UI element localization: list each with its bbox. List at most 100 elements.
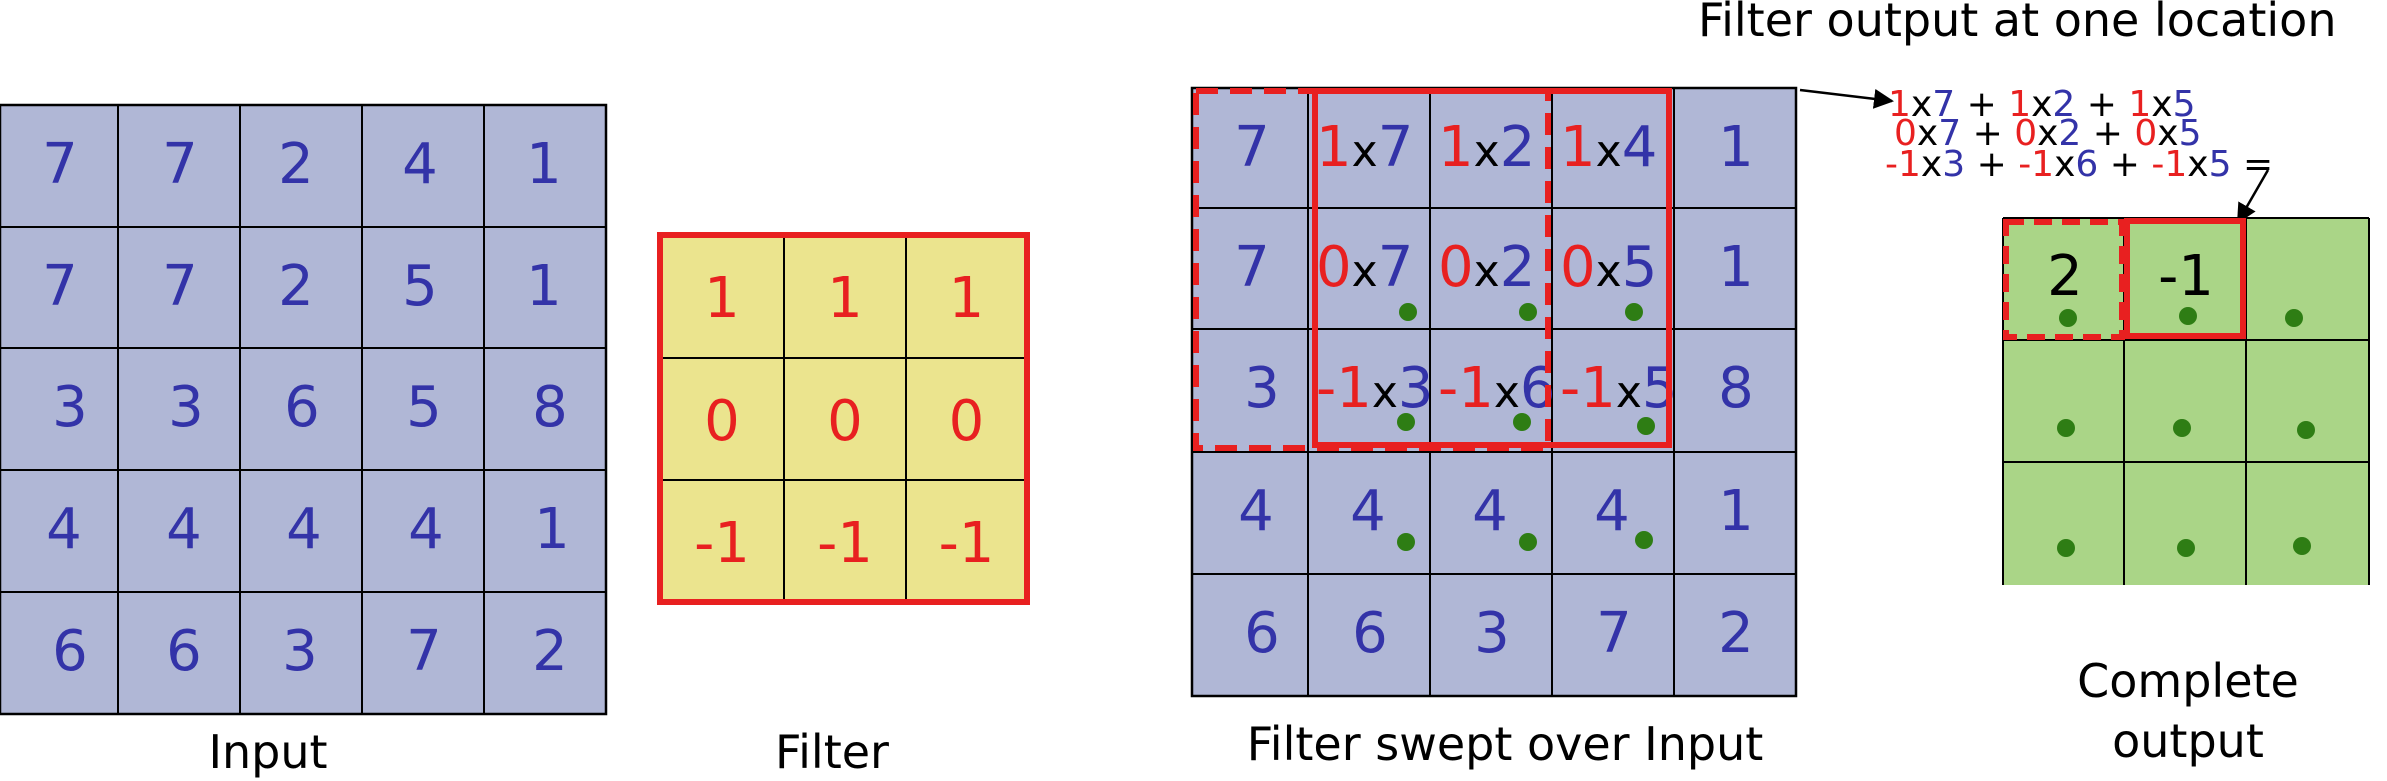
equation-value: 5 — [2173, 84, 2196, 125]
swept-cell-value: 6 — [1244, 601, 1280, 666]
output-grid-background — [2003, 218, 2369, 585]
input-cell-value: 6 — [284, 375, 320, 440]
output-centre-dot — [2059, 309, 2077, 327]
swept-product-cell: 1x4 — [1560, 115, 1657, 180]
equation-operator: + — [1965, 144, 2018, 185]
product-value: 4 — [1622, 115, 1658, 180]
product-weight: 1 — [1316, 115, 1352, 180]
equation-weight: 1 — [2008, 84, 2031, 125]
window-centre-dot — [1637, 417, 1655, 435]
input-cell-value: 4 — [408, 497, 444, 562]
equation-weight: -1 — [2151, 144, 2187, 185]
output-location-caption: Filter output at one location — [1698, 0, 2336, 47]
equation-operator: + — [2081, 113, 2134, 154]
filter-cell-value: 1 — [949, 266, 985, 331]
multiply-sign: x — [1474, 246, 1500, 297]
window-centre-dot — [1625, 303, 1643, 321]
input-cell-value: 1 — [534, 497, 570, 562]
window-centre-dot — [1397, 413, 1415, 431]
product-weight: -1 — [1316, 356, 1372, 421]
swept-cell-value: 7 — [1234, 235, 1270, 300]
equation-weight: -1 — [2018, 144, 2054, 185]
input-cell-value: 2 — [278, 132, 314, 197]
input-cell-value: 7 — [42, 254, 78, 319]
input-cell-value: 3 — [282, 619, 318, 684]
equation-value: 3 — [1942, 144, 1965, 185]
multiply-sign: x — [1474, 126, 1500, 177]
input-caption: Input — [208, 725, 327, 779]
equation-operator: + — [1955, 84, 2008, 125]
product-weight: 1 — [1438, 115, 1474, 180]
swept-cell-value: 2 — [1718, 601, 1754, 666]
equation-operator: + — [1961, 113, 2014, 154]
equation-row: 0x7 + 0x2 + 0x5 — [1894, 113, 2202, 154]
window-centre-dot — [1513, 413, 1531, 431]
swept-cell-value: 3 — [1244, 356, 1280, 421]
equation-multiply: x — [2054, 144, 2075, 185]
equation-row: 1x7 + 1x2 + 1x5 — [1888, 84, 2196, 125]
swept-cell-value: 3 — [1474, 601, 1510, 666]
swept-cell-value: 6 — [1352, 601, 1388, 666]
swept-cell-value: 1 — [1718, 115, 1754, 180]
swept-product-cell: 1x7 — [1316, 115, 1413, 180]
filter-cell-value: 1 — [827, 266, 863, 331]
arrow-to-output — [2236, 169, 2270, 224]
equation-operator: = — [2232, 144, 2274, 185]
equation-weight: -1 — [1885, 144, 1921, 185]
swept-grid: 7 1x7 1x2 1x4 17 0x7 0x2 0x5 13 -1x3 -1x6 -1x5 84 4 4 4… — [1190, 86, 1798, 698]
swept-cell-value: 4 — [1350, 479, 1386, 544]
output-centre-dot — [2057, 539, 2075, 557]
window-centre-dot — [1519, 533, 1537, 551]
product-weight: 0 — [1438, 235, 1474, 300]
output-cell-value: -1 — [2158, 244, 2214, 309]
equation-operator: + — [2098, 144, 2151, 185]
swept-product-cell: 1x2 — [1438, 115, 1535, 180]
product-value: 7 — [1378, 115, 1414, 180]
filter-cell-value: 0 — [827, 389, 863, 454]
filter-cell-value: -1 — [817, 511, 873, 576]
swept-cell-value: 7 — [1234, 115, 1270, 180]
filter-cell-value: -1 — [939, 511, 995, 576]
swept-product-cell: 0x7 — [1316, 235, 1413, 300]
window-centre-dot — [1519, 303, 1537, 321]
equation-value: 5 — [2209, 144, 2232, 185]
complete-caption-line2: output — [2112, 714, 2264, 768]
filter-cell-value: 0 — [949, 389, 985, 454]
equation-multiply: x — [1921, 144, 1942, 185]
input-cell-value: 7 — [406, 619, 442, 684]
swept-cell-value: 4 — [1594, 479, 1630, 544]
equation-weight: 1 — [2128, 84, 2151, 125]
output-centre-dot — [2177, 539, 2195, 557]
swept-cell-value: 7 — [1596, 601, 1632, 666]
equation-operator: + — [2075, 84, 2128, 125]
input-cell-value: 2 — [278, 254, 314, 319]
input-cell-value: 4 — [286, 497, 322, 562]
equation-row: -1x3 + -1x6 + -1x5 = — [1885, 144, 2273, 185]
input-cell-value: 6 — [52, 619, 88, 684]
equation-multiply: x — [2151, 84, 2172, 125]
input-grid: 7 7 2 4 1 7 7 2 5 1 3 3 6 5 8 4 4 4 4 1 6 6 3 7 2 — [0, 103, 608, 716]
product-value: 3 — [1398, 356, 1434, 421]
swept-grid-background — [1190, 86, 1798, 698]
window-centre-dot — [1397, 533, 1415, 551]
filter-cell-value: 1 — [704, 266, 740, 331]
input-cell-value: 7 — [162, 254, 198, 319]
equation-value: 7 — [1938, 113, 1961, 154]
filter-cell-value: 0 — [704, 389, 740, 454]
multiply-sign: x — [1616, 367, 1642, 418]
product-value: 2 — [1500, 115, 1536, 180]
input-cell-value: 1 — [526, 254, 562, 319]
swept-product-cell: 0x5 — [1560, 235, 1657, 300]
input-cell-value: 2 — [532, 619, 568, 684]
output-centre-dot — [2285, 309, 2303, 327]
multiply-sign: x — [1596, 126, 1622, 177]
equation-value: 5 — [2179, 113, 2202, 154]
input-cell-value: 8 — [532, 375, 568, 440]
input-cell-value: 6 — [166, 619, 202, 684]
swept-cell-value: 4 — [1472, 479, 1508, 544]
multiply-sign: x — [1352, 126, 1378, 177]
output-centre-dot — [2173, 419, 2191, 437]
equation-weight: 0 — [1894, 113, 1917, 154]
